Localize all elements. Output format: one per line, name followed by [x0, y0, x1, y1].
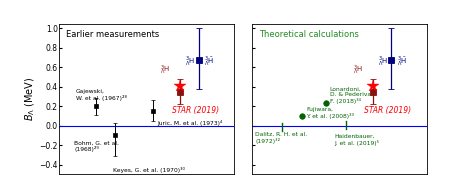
Text: Keyes, G. et al. (1970)³⁰: Keyes, G. et al. (1970)³⁰	[113, 167, 185, 173]
Text: $^3_\Lambda$H + $^3_{\bar\Lambda}\bar{\rm H}$: $^3_\Lambda$H + $^3_{\bar\Lambda}\bar{\r…	[185, 54, 215, 68]
Text: Juric, M. et al. (1973)⁴: Juric, M. et al. (1973)⁴	[157, 120, 222, 126]
Y-axis label: $B_\Lambda$ (MeV): $B_\Lambda$ (MeV)	[23, 77, 36, 121]
Text: Theoretical calculations: Theoretical calculations	[259, 30, 358, 39]
Text: STAR (2019): STAR (2019)	[365, 106, 411, 115]
Text: Fujiwara,
Y. et al. (2008)³³: Fujiwara, Y. et al. (2008)³³	[306, 107, 354, 119]
Text: Haidenbauer,
J. et al. (2019)⁵: Haidenbauer, J. et al. (2019)⁵	[334, 133, 379, 146]
Text: Dalitz, R. H. et al.
(1972)³²: Dalitz, R. H. et al. (1972)³²	[255, 132, 307, 144]
Text: Gajewski,
W. et al. (1967)²⁸: Gajewski, W. et al. (1967)²⁸	[76, 89, 127, 101]
Text: Bohm, G. et al.
(1968)²⁹: Bohm, G. et al. (1968)²⁹	[74, 140, 119, 152]
Text: Earlier measurements: Earlier measurements	[66, 30, 159, 39]
Text: $^3_\Lambda$H: $^3_\Lambda$H	[160, 64, 170, 77]
Text: $^3_\Lambda$H: $^3_\Lambda$H	[353, 64, 363, 77]
Text: $^3_\Lambda$H + $^3_{\bar\Lambda}\bar{\rm H}$: $^3_\Lambda$H + $^3_{\bar\Lambda}\bar{\r…	[378, 54, 407, 68]
Text: Lonardoni,
D. & Pederiva,
F. (2018)³⁴: Lonardoni, D. & Pederiva, F. (2018)³⁴	[330, 86, 373, 104]
Text: STAR (2019): STAR (2019)	[172, 106, 219, 115]
